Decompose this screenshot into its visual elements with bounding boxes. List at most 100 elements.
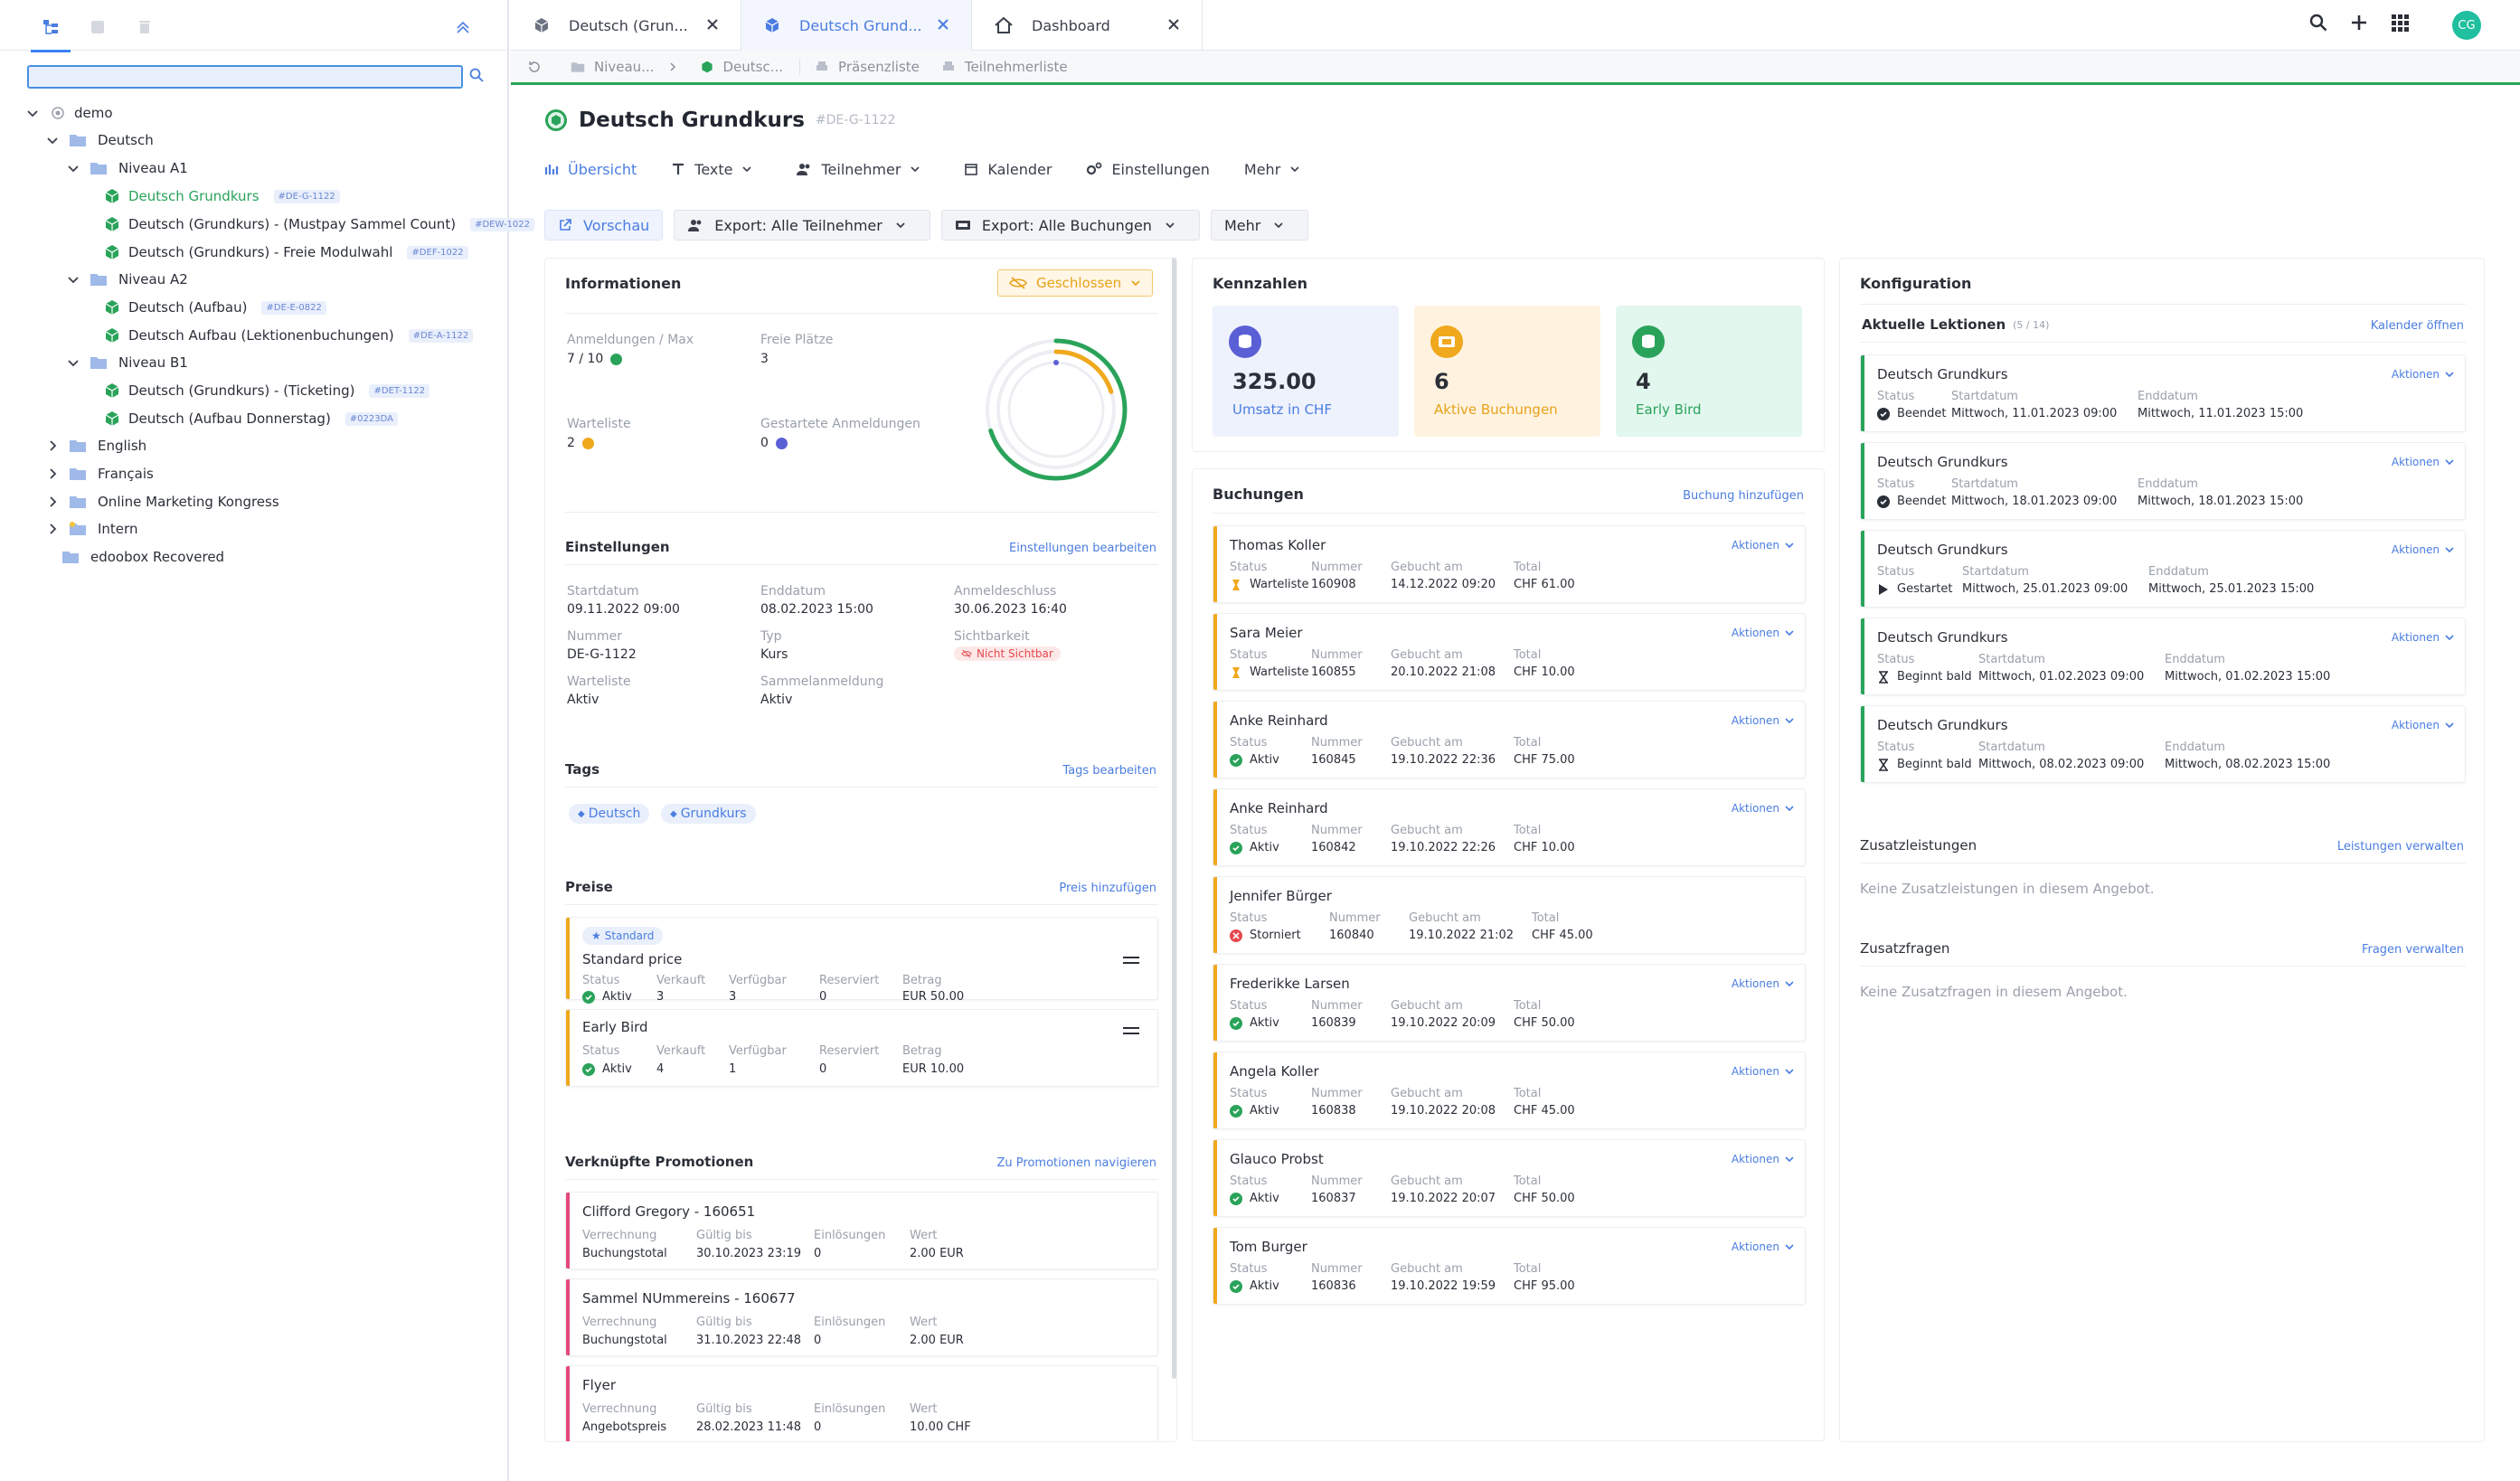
promotion-card[interactable]: Sammel NUmmereins - 160677 Verrechnung B…: [565, 1278, 1158, 1356]
buchung-add-link[interactable]: Buchung hinzufügen: [1683, 489, 1804, 503]
kalender-link[interactable]: Kalender öffnen: [2370, 319, 2464, 333]
tree-node-offer[interactable]: Deutsch (Grundkurs) - (Ticketing) #DET-1…: [103, 377, 430, 404]
aktionen-dropdown[interactable]: Aktionen: [2392, 456, 2454, 468]
aktionen-dropdown[interactable]: Aktionen: [1732, 977, 1794, 990]
booking-card[interactable]: Jennifer Bürger Status Storniert Nummer …: [1213, 876, 1806, 954]
status-dropdown[interactable]: Geschlossen: [997, 269, 1154, 297]
tab-deutsch-grundkurs-2[interactable]: Deutsch Grund...: [741, 0, 972, 51]
booking-card[interactable]: Thomas Koller Aktionen Status Warteliste…: [1213, 525, 1806, 603]
tab-teilnehmer[interactable]: Teilnehmer: [796, 161, 930, 178]
drag-handle-icon[interactable]: [1123, 956, 1139, 965]
chevron-right-icon[interactable]: [45, 522, 60, 536]
tree-node-deutsch[interactable]: Deutsch: [45, 127, 154, 154]
close-icon[interactable]: [706, 18, 719, 31]
chevron-right-icon[interactable]: [45, 439, 60, 453]
aktionen-dropdown[interactable]: Aktionen: [2392, 368, 2454, 381]
close-icon[interactable]: [937, 18, 949, 31]
tree-node-niveau-b1[interactable]: Niveau B1: [66, 349, 188, 376]
export-buchungen-button[interactable]: Export: Alle Buchungen: [940, 210, 1200, 241]
promotion-card[interactable]: Flyer Verrechnung Angebotspreis Gültig b…: [565, 1365, 1158, 1441]
booking-card[interactable]: Glauco Probst Aktionen Status Aktiv Numm…: [1213, 1139, 1806, 1217]
chevron-down-icon[interactable]: [66, 161, 80, 175]
price-card[interactable]: Early Bird Status Aktiv Verkauft 4 Verfü…: [565, 1009, 1158, 1087]
lesson-card[interactable]: Deutsch Grundkurs Aktionen Status Gestar…: [1860, 530, 2466, 608]
price-card[interactable]: ★ Standard Standard price Status Aktiv Ve…: [565, 917, 1158, 1004]
list-view-icon[interactable]: [85, 14, 110, 40]
user-avatar[interactable]: CG: [2452, 11, 2481, 40]
tree-node-niveau-a1[interactable]: Niveau A1: [66, 155, 188, 182]
chevron-down-icon[interactable]: [66, 355, 80, 370]
tag-grundkurs[interactable]: ◆ Grundkurs: [661, 804, 756, 824]
search-icon[interactable]: [2308, 13, 2328, 33]
tree-node-offer[interactable]: Deutsch Grundkurs #DE-G-1122: [103, 183, 340, 210]
tree-node-recovered[interactable]: edoobox Recovered: [61, 543, 224, 571]
aktionen-dropdown[interactable]: Aktionen: [2392, 631, 2454, 644]
vorschau-button[interactable]: Vorschau: [544, 210, 664, 241]
tab-dashboard[interactable]: Dashboard: [972, 0, 1203, 51]
lesson-card[interactable]: Deutsch Grundkurs Aktionen Status Beende…: [1860, 442, 2466, 520]
booking-card[interactable]: Anke Reinhard Aktionen Status Aktiv Numm…: [1213, 788, 1806, 866]
lesson-card[interactable]: Deutsch Grundkurs Aktionen Status Beginn…: [1860, 705, 2466, 783]
tree-view-icon[interactable]: [31, 14, 71, 52]
tab-mehr[interactable]: Mehr: [1244, 161, 1309, 178]
sidebar-search-input[interactable]: [27, 65, 463, 89]
tree-node-offer[interactable]: Deutsch (Grundkurs) - Freie Modulwahl #D…: [103, 239, 468, 266]
preis-add-link[interactable]: Preis hinzufügen: [1059, 882, 1156, 895]
breadcrumb-niveau[interactable]: Niveau...: [571, 59, 655, 75]
mehr-button[interactable]: Mehr: [1210, 210, 1309, 241]
print-praesenzliste[interactable]: Präsenzliste: [799, 58, 920, 75]
lesson-card[interactable]: Deutsch Grundkurs Aktionen Status Beende…: [1860, 354, 2466, 432]
chevron-down-icon[interactable]: [45, 133, 60, 147]
aktionen-dropdown[interactable]: Aktionen: [1732, 1065, 1794, 1078]
tree-node-offer[interactable]: Deutsch (Aufbau) #DE-E-0822: [103, 294, 326, 321]
aktionen-dropdown[interactable]: Aktionen: [1732, 714, 1794, 727]
chevron-down-icon[interactable]: [66, 272, 80, 287]
lesson-card[interactable]: Deutsch Grundkurs Aktionen Status Beginn…: [1860, 618, 2466, 695]
export-teilnehmer-button[interactable]: Export: Alle Teilnehmer: [674, 210, 930, 241]
aktionen-dropdown[interactable]: Aktionen: [1732, 802, 1794, 815]
aktionen-dropdown[interactable]: Aktionen: [2392, 719, 2454, 731]
tree-node-francais[interactable]: Français: [45, 460, 154, 487]
tree-node-offer[interactable]: Deutsch Aufbau (Lektionenbuchungen) #DE-…: [103, 322, 474, 349]
collapse-tree-icon[interactable]: [450, 14, 476, 40]
promotion-card[interactable]: Clifford Gregory - 160651 Verrechnung Bu…: [565, 1192, 1158, 1269]
promotionen-link[interactable]: Zu Promotionen navigieren: [996, 1156, 1156, 1170]
tree-node-offer[interactable]: Deutsch (Grundkurs) - (Mustpay Sammel Co…: [103, 211, 534, 238]
tree-node-english[interactable]: English: [45, 432, 146, 459]
chevron-right-icon[interactable]: [45, 467, 60, 481]
breadcrumb-deutsch[interactable]: Deutsc...: [700, 59, 783, 75]
tags-edit-link[interactable]: Tags bearbeiten: [1062, 764, 1156, 778]
zusatz-link[interactable]: Leistungen verwalten: [2336, 840, 2464, 854]
fragen-link[interactable]: Fragen verwalten: [2361, 943, 2464, 957]
chevron-right-icon[interactable]: [45, 495, 60, 509]
trash-icon[interactable]: [132, 14, 157, 40]
chevron-down-icon[interactable]: [25, 106, 40, 120]
tab-deutsch-grundkurs-1[interactable]: Deutsch (Grun...: [511, 0, 741, 51]
history-icon[interactable]: [527, 60, 551, 74]
tree-node-niveau-a2[interactable]: Niveau A2: [66, 266, 188, 293]
close-icon[interactable]: [1167, 18, 1180, 31]
tab-kalender[interactable]: Kalender: [964, 161, 1052, 178]
booking-card[interactable]: Sara Meier Aktionen Status Warteliste Nu…: [1213, 613, 1806, 691]
aktionen-dropdown[interactable]: Aktionen: [1732, 1240, 1794, 1253]
tab-uebersicht[interactable]: Übersicht: [544, 161, 637, 178]
booking-card[interactable]: Angela Koller Aktionen Status Aktiv Numm…: [1213, 1052, 1806, 1129]
tree-node-online-marketing[interactable]: Online Marketing Kongress: [45, 488, 279, 515]
drag-handle-icon[interactable]: [1123, 1026, 1139, 1035]
aktionen-dropdown[interactable]: Aktionen: [2392, 543, 2454, 556]
apps-grid-icon[interactable]: [2390, 13, 2410, 33]
tab-texte[interactable]: Texte: [671, 161, 761, 178]
info-scrollbar[interactable]: [1172, 258, 1176, 1379]
search-icon[interactable]: [468, 67, 485, 83]
tab-einstellungen[interactable]: Einstellungen: [1086, 161, 1210, 178]
settings-edit-link[interactable]: Einstellungen bearbeiten: [1008, 542, 1156, 555]
print-teilnehmerliste[interactable]: Teilnehmerliste: [941, 59, 1068, 75]
booking-card[interactable]: Tom Burger Aktionen Status Aktiv Nummer …: [1213, 1227, 1806, 1305]
aktionen-dropdown[interactable]: Aktionen: [1732, 627, 1794, 639]
tree-node-demo[interactable]: demo: [25, 99, 113, 127]
booking-card[interactable]: Frederikke Larsen Aktionen Status Aktiv …: [1213, 964, 1806, 1042]
booking-card[interactable]: Anke Reinhard Aktionen Status Aktiv Numm…: [1213, 701, 1806, 778]
plus-icon[interactable]: [2349, 13, 2369, 33]
aktionen-dropdown[interactable]: Aktionen: [1732, 539, 1794, 552]
aktionen-dropdown[interactable]: Aktionen: [1732, 1153, 1794, 1165]
